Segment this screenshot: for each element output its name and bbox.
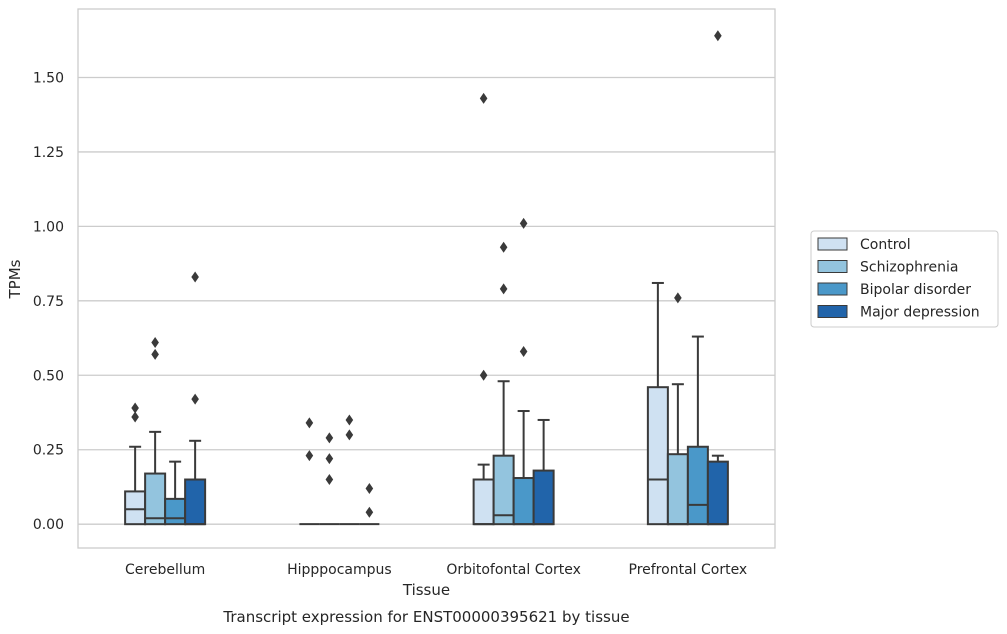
outlier-point <box>365 482 374 494</box>
plot-area-frame <box>77 8 776 549</box>
legend-swatch <box>817 282 848 296</box>
legend: Control Schizophrenia Bipolar disorder Majo… <box>810 230 999 328</box>
box <box>124 490 147 526</box>
box <box>646 386 669 526</box>
legend-label: Control <box>860 237 911 253</box>
x-tick-labels: Cerebellum Hipppocampus Orbitofontal Corte… <box>125 562 747 578</box>
y-tick-label: 1.50 <box>33 70 64 86</box>
y-tick-label: 0.75 <box>33 294 64 310</box>
box <box>144 472 167 526</box>
outlier-point <box>325 474 334 486</box>
y-tick-label: 1.00 <box>33 219 64 235</box>
outlier-point <box>674 292 682 304</box>
box <box>512 477 535 526</box>
y-tick-labels: 0.00 0.25 0.50 0.75 1.00 1.25 1.50 <box>33 70 64 533</box>
x-tick-label: Orbitofontal Cortex <box>446 562 581 578</box>
outlier-point <box>345 414 354 426</box>
box <box>164 497 187 526</box>
y-tick-label: 0.00 <box>33 517 64 533</box>
series-bipolar-disorder <box>164 217 709 526</box>
box <box>532 469 555 526</box>
y-axis-label: TPMs <box>6 259 24 299</box>
box <box>184 478 207 526</box>
outlier-point <box>479 92 488 104</box>
box <box>686 445 709 526</box>
x-tick-label: Prefrontal Cortex <box>629 562 748 578</box>
legend-label: Major depression <box>860 305 980 321</box>
legend-swatch <box>817 237 848 251</box>
box <box>492 454 515 526</box>
legend-label: Bipolar disorder <box>860 282 971 298</box>
outlier-point <box>131 402 139 414</box>
outlier-point <box>499 283 508 295</box>
outlier-point <box>305 450 314 462</box>
outlier-point <box>325 432 334 444</box>
outlier-point <box>151 348 159 360</box>
legend-swatch <box>817 305 848 318</box>
outlier-point <box>499 241 508 253</box>
outlier-point <box>325 453 334 465</box>
outlier-point <box>365 506 374 518</box>
chart-caption: Transcript expression for ENST0000039562… <box>222 608 629 626</box>
outlier-point <box>714 30 722 42</box>
outlier-point <box>345 429 354 441</box>
outlier-point <box>519 345 528 357</box>
x-tick-label: Cerebellum <box>125 562 205 578</box>
legend-label: Schizophrenia <box>860 260 958 276</box>
x-axis-label: Tissue <box>402 581 450 599</box>
y-tick-label: 1.25 <box>33 145 64 161</box>
outlier-point <box>191 393 199 405</box>
outlier-point <box>479 369 488 381</box>
y-tick-label: 0.25 <box>33 443 64 459</box>
series-schizophrenia <box>144 241 689 526</box>
series-control <box>124 92 669 526</box>
outlier-point <box>305 417 314 429</box>
y-tick-label: 0.50 <box>33 368 64 384</box>
series-major-depression <box>184 30 729 526</box>
box <box>706 460 729 526</box>
box <box>472 478 495 526</box>
outlier-point <box>191 271 199 283</box>
box-series <box>124 30 729 526</box>
outlier-point <box>131 411 139 423</box>
outlier-point <box>151 337 159 349</box>
outlier-point <box>519 217 528 229</box>
legend-frame <box>810 230 999 328</box>
x-tick-label: Hipppocampus <box>287 562 392 578</box>
box <box>666 453 689 526</box>
legend-swatch <box>817 260 848 273</box>
